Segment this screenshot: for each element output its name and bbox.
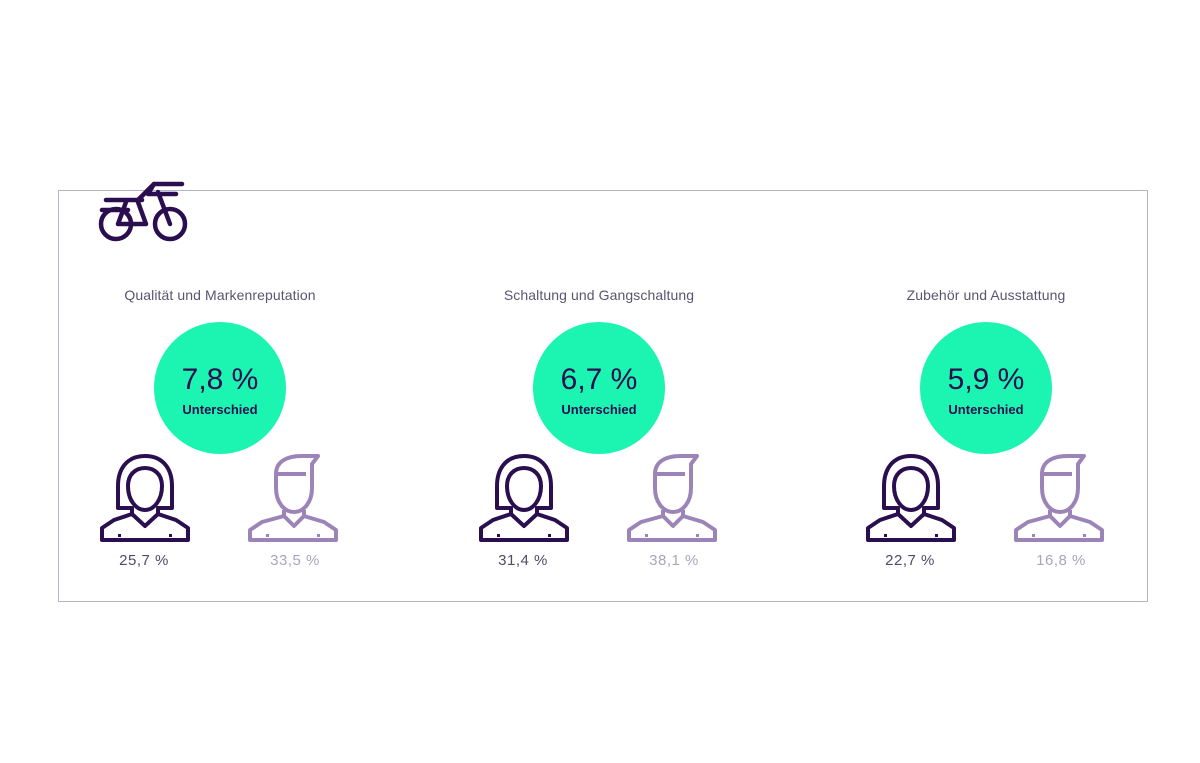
female-icon	[479, 454, 569, 542]
comparison-group-2: Schaltung und Gangschaltung 6,7 % Unters…	[419, 0, 779, 763]
difference-value: 7,8 %	[181, 363, 259, 396]
male-icon	[1014, 454, 1104, 542]
difference-label: Unterschied	[948, 402, 1024, 417]
male-icon	[627, 454, 717, 542]
difference-label: Unterschied	[182, 402, 258, 417]
female-icon	[100, 454, 190, 542]
comparison-group-3: Zubehör und Ausstattung 5,9 % Unterschie…	[806, 0, 1166, 763]
female-percentage: 25,7 %	[119, 552, 169, 569]
female-percentage: 31,4 %	[498, 552, 548, 569]
male-percentage: 33,5 %	[270, 552, 320, 569]
difference-circle: 6,7 % Unterschied	[533, 322, 665, 454]
difference-value: 6,7 %	[560, 363, 638, 396]
comparison-group-1: Qualität und Markenreputation 7,8 % Unte…	[40, 0, 400, 763]
group-title: Zubehör und Ausstattung	[906, 287, 1066, 303]
difference-circle: 7,8 % Unterschied	[154, 322, 286, 454]
male-percentage: 16,8 %	[1036, 552, 1086, 569]
difference-circle: 5,9 % Unterschied	[920, 322, 1052, 454]
group-title: Schaltung und Gangschaltung	[503, 287, 695, 303]
group-title: Qualität und Markenreputation	[124, 287, 316, 303]
difference-label: Unterschied	[561, 402, 637, 417]
chart-frame	[58, 190, 1148, 602]
female-icon	[866, 454, 956, 542]
female-percentage: 22,7 %	[885, 552, 935, 569]
male-icon	[248, 454, 338, 542]
difference-value: 5,9 %	[947, 363, 1025, 396]
bicycle-icon	[98, 181, 188, 242]
male-percentage: 38,1 %	[649, 552, 699, 569]
